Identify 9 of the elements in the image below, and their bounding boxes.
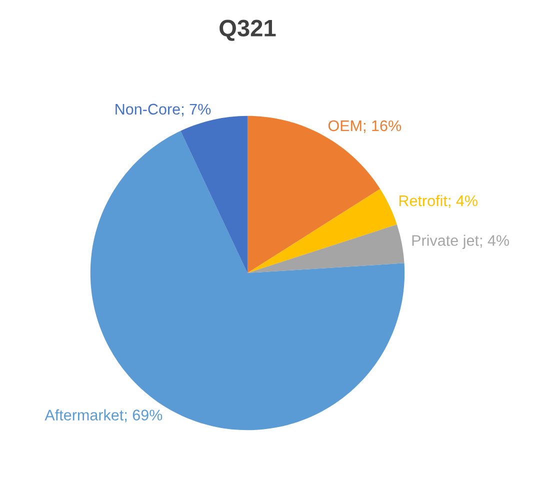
slice-label: Non-Core; 7% (116, 104, 211, 116)
pie-slice (180, 116, 248, 274)
slice-label: OEM; 16% (328, 120, 402, 133)
pie-slice (247, 188, 397, 274)
chart-title: Q321 (220, 20, 276, 41)
slice-label: Retrofit; 4% (399, 195, 478, 208)
slice-label: Private jet; 4% (412, 234, 510, 249)
pie-slice (247, 224, 404, 274)
slice-label: Aftermarket; 69% (44, 409, 162, 422)
